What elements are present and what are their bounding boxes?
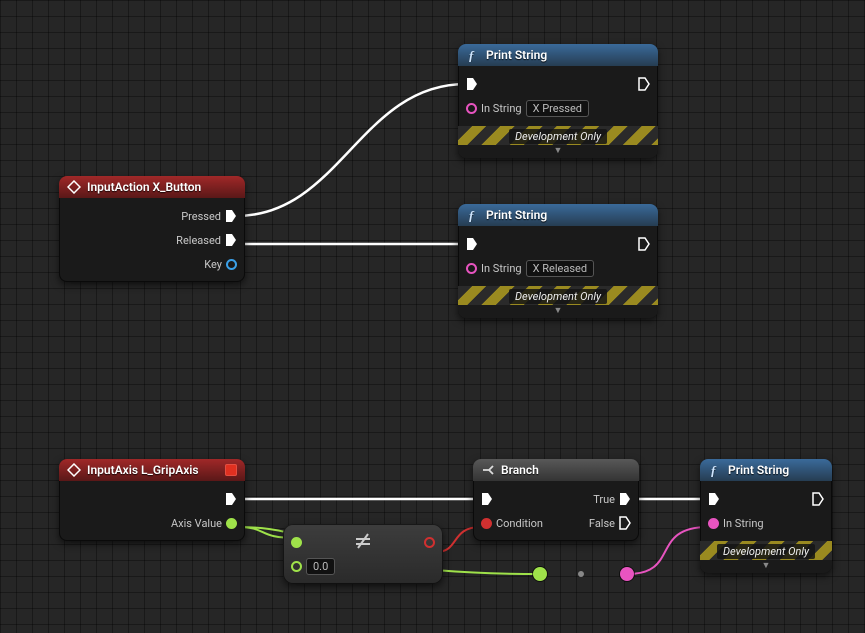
pin-exec-out[interactable] bbox=[638, 237, 650, 251]
expand-toggle[interactable]: ▼ bbox=[458, 145, 658, 158]
node-title: Print String bbox=[486, 208, 547, 222]
pin-label-pressed: Pressed bbox=[181, 210, 221, 223]
pin-a[interactable] bbox=[291, 537, 302, 548]
pin-label-key: Key bbox=[204, 258, 222, 271]
node-print-string-2[interactable]: f Print String In String X Released Deve… bbox=[458, 204, 658, 318]
pin-exec-out[interactable] bbox=[812, 492, 824, 506]
branch-icon bbox=[481, 463, 495, 477]
node-header[interactable]: f Print String bbox=[458, 204, 658, 226]
pin-axis-value[interactable] bbox=[226, 518, 237, 529]
expand-toggle[interactable]: ▼ bbox=[458, 305, 658, 318]
node-title: InputAction X_Button bbox=[87, 180, 201, 194]
pin-b[interactable] bbox=[291, 561, 302, 572]
node-title: Print String bbox=[486, 48, 547, 62]
node-header[interactable]: f Print String bbox=[458, 44, 658, 66]
pin-label-true: True bbox=[593, 493, 615, 506]
node-input-action[interactable]: InputAction X_Button Pressed Released Ke… bbox=[59, 176, 245, 282]
pin-exec-released[interactable] bbox=[225, 233, 237, 247]
svg-text:f: f bbox=[469, 48, 475, 62]
function-icon: f bbox=[466, 208, 480, 222]
node-print-string-1[interactable]: f Print String In String X Pressed Devel… bbox=[458, 44, 658, 158]
pin-result[interactable] bbox=[424, 537, 435, 548]
node-header[interactable]: InputAction X_Button bbox=[59, 176, 245, 198]
pin-in-string[interactable] bbox=[466, 263, 477, 274]
pin-exec-false[interactable] bbox=[619, 516, 631, 530]
node-title: InputAxis L_GripAxis bbox=[87, 463, 219, 477]
pin-exec-out[interactable] bbox=[225, 492, 237, 506]
pin-exec-in[interactable] bbox=[466, 237, 478, 251]
node-branch[interactable]: Branch True Condition False bbox=[473, 459, 639, 541]
reroute-string[interactable] bbox=[620, 567, 634, 581]
svg-text:f: f bbox=[469, 208, 475, 222]
literal-value[interactable]: 0.0 bbox=[306, 558, 335, 575]
node-title: Print String bbox=[728, 463, 789, 477]
in-string-value[interactable]: X Released bbox=[526, 260, 594, 277]
pin-exec-in[interactable] bbox=[466, 77, 478, 91]
operator-glyph bbox=[345, 531, 381, 554]
pin-label-released: Released bbox=[176, 234, 221, 247]
node-header[interactable]: InputAxis L_GripAxis bbox=[59, 459, 245, 481]
reroute-float[interactable] bbox=[533, 567, 547, 581]
development-only-banner: Development Only bbox=[458, 126, 658, 145]
node-input-axis[interactable]: InputAxis L_GripAxis Axis Value bbox=[59, 459, 245, 541]
function-icon: f bbox=[708, 463, 722, 477]
pin-in-string[interactable] bbox=[466, 103, 477, 114]
event-icon bbox=[67, 463, 81, 477]
pin-label-in-string: In String bbox=[481, 102, 522, 115]
development-only-banner: Development Only bbox=[700, 541, 832, 560]
pin-label-in-string: In String bbox=[723, 517, 764, 530]
pin-exec-pressed[interactable] bbox=[225, 209, 237, 223]
pin-exec-in[interactable] bbox=[481, 492, 493, 506]
expand-toggle[interactable]: ▼ bbox=[700, 560, 832, 573]
pin-label-condition: Condition bbox=[496, 517, 543, 530]
reroute-mid-dot bbox=[578, 571, 584, 577]
node-title: Branch bbox=[501, 463, 539, 477]
in-string-value[interactable]: X Pressed bbox=[526, 100, 589, 117]
pin-label-in-string: In String bbox=[481, 262, 522, 275]
pin-exec-true[interactable] bbox=[619, 492, 631, 506]
function-icon: f bbox=[466, 48, 480, 62]
pin-exec-out[interactable] bbox=[638, 77, 650, 91]
development-only-banner: Development Only bbox=[458, 286, 658, 305]
node-not-equal[interactable]: 0.0 bbox=[283, 524, 443, 584]
event-icon bbox=[67, 180, 81, 194]
node-header[interactable]: Branch bbox=[473, 459, 639, 481]
node-print-string-3[interactable]: f Print String In String Development Onl… bbox=[700, 459, 832, 573]
svg-text:f: f bbox=[711, 463, 717, 477]
pin-exec-in[interactable] bbox=[708, 492, 720, 506]
node-header[interactable]: f Print String bbox=[700, 459, 832, 481]
pin-label-false: False bbox=[589, 517, 615, 530]
pin-condition[interactable] bbox=[481, 518, 492, 529]
pin-in-string[interactable] bbox=[708, 518, 719, 529]
breakpoint-indicator[interactable] bbox=[225, 464, 237, 476]
pin-key[interactable] bbox=[226, 259, 237, 270]
pin-label-axis-value: Axis Value bbox=[171, 517, 222, 530]
